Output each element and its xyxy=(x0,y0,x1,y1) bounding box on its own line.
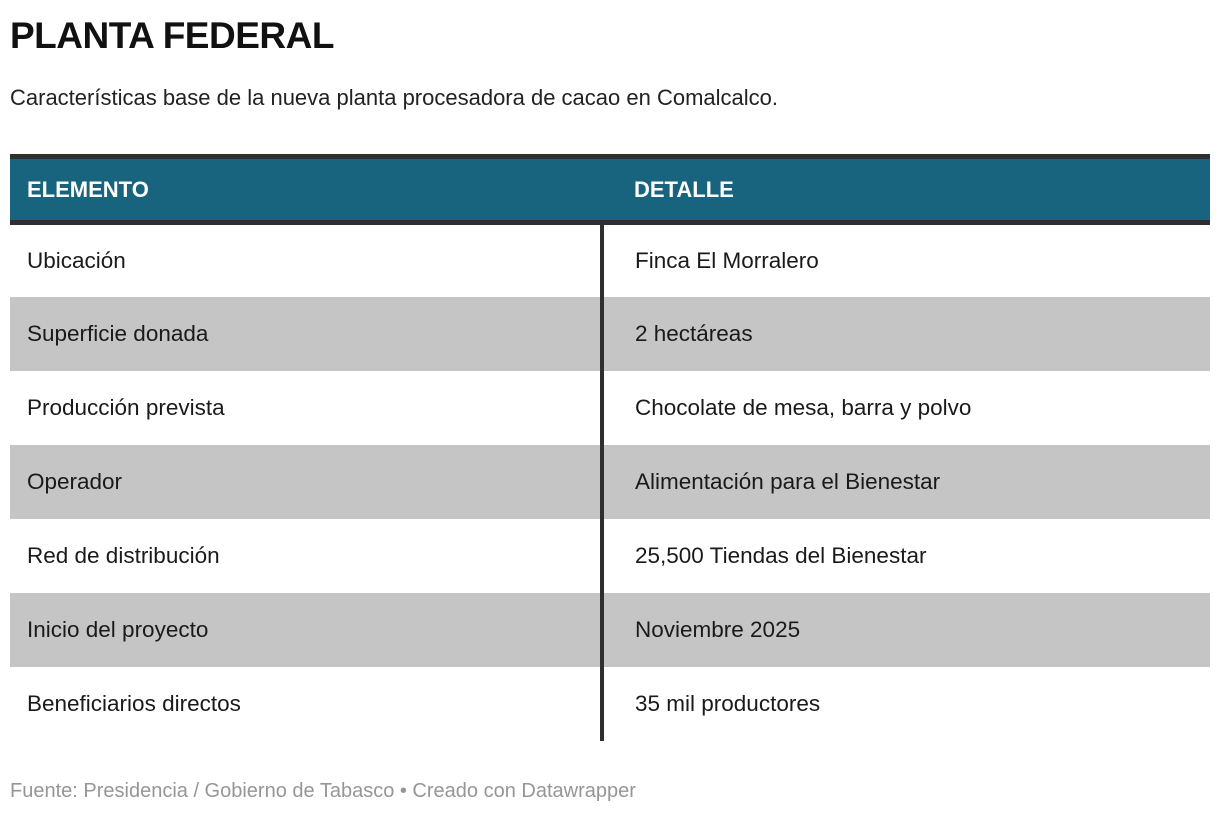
source-attribution: Fuente: Presidencia / Gobierno de Tabasc… xyxy=(10,779,636,802)
cell-detalle: 25,500 Tiendas del Bienestar xyxy=(600,518,1210,593)
table-row: Red de distribución 25,500 Tiendas del Bi… xyxy=(10,518,1210,593)
chart-title: PLANTA FEDERAL xyxy=(10,15,334,56)
cell-elemento: Producción prevista xyxy=(10,370,602,445)
table-header-row: ELEMENTO DETALLE xyxy=(10,154,1210,225)
cell-elemento: Inicio del proyecto xyxy=(10,592,602,667)
table-row: Producción prevista Chocolate de mesa, ba… xyxy=(10,370,1210,445)
table-row: Beneficiarios directos 35 mil productores xyxy=(10,666,1210,741)
data-table: ELEMENTO DETALLE Ubicación Finca El Morra… xyxy=(10,154,1210,741)
column-header-elemento: ELEMENTO xyxy=(10,154,602,225)
table-row: Inicio del proyecto Noviembre 2025 xyxy=(10,592,1210,667)
cell-detalle: 2 hectáreas xyxy=(600,296,1210,371)
cell-detalle: Alimentación para el Bienestar xyxy=(600,444,1210,519)
cell-detalle: Finca El Morralero xyxy=(600,222,1210,297)
cell-elemento: Ubicación xyxy=(10,222,602,297)
cell-elemento: Operador xyxy=(10,444,602,519)
cell-detalle: 35 mil productores xyxy=(600,666,1210,741)
table-row: Superficie donada 2 hectáreas xyxy=(10,296,1210,371)
cell-elemento: Superficie donada xyxy=(10,296,602,371)
column-header-detalle: DETALLE xyxy=(602,154,1210,225)
cell-elemento: Beneficiarios directos xyxy=(10,666,602,741)
chart-subtitle: Características base de la nueva planta … xyxy=(10,85,779,110)
cell-elemento: Red de distribución xyxy=(10,518,602,593)
table-row: Ubicación Finca El Morralero xyxy=(10,222,1210,297)
cell-detalle: Noviembre 2025 xyxy=(600,592,1210,667)
table-row: Operador Alimentación para el Bienestar xyxy=(10,444,1210,519)
table-body: Ubicación Finca El Morralero Superficie do… xyxy=(10,222,1210,741)
cell-detalle: Chocolate de mesa, barra y polvo xyxy=(600,370,1210,445)
